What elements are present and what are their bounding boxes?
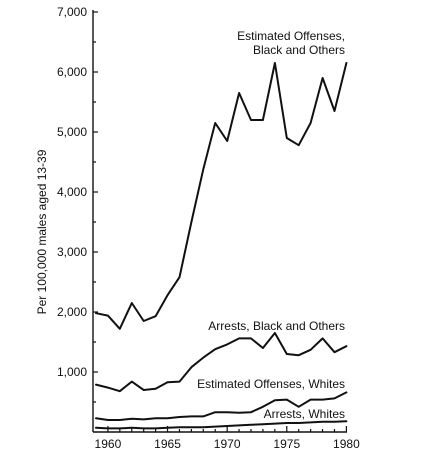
x-tick-label: 1975 (273, 437, 300, 451)
series-label-arrests-whites: Arrests, Whites (264, 407, 345, 421)
x-tick-label: 1980 (333, 437, 360, 451)
x-tick-label: 1965 (154, 437, 181, 451)
y-tick-label: 7,000 (57, 5, 87, 19)
series-label-est-offenses-whites: Estimated Offenses, Whites (197, 377, 345, 391)
series-labels: Estimated Offenses,Black and Others Arres… (197, 29, 345, 421)
y-tick-label: 3,000 (57, 245, 87, 259)
ticks: 1,000 2,000 3,000 4,000 5,000 6,000 7,000 1960 1… (57, 5, 360, 451)
series-line-est-offenses-black-others (95, 62, 348, 330)
y-tick-label: 5,000 (57, 125, 87, 139)
y-tick-label: 6,000 (57, 65, 87, 79)
x-tick-label: 1970 (214, 437, 241, 451)
y-tick-label: 4,000 (57, 185, 87, 199)
y-axis-label: Per 100,000 males aged 13-39 (35, 149, 49, 314)
axes (92, 10, 347, 433)
series-label-est-offenses-black-others: Estimated Offenses, (237, 29, 345, 43)
series-lines (95, 62, 348, 430)
y-tick-label: 2,000 (57, 305, 87, 319)
series-line-arrests-whites (95, 420, 348, 430)
series-line-est-offenses-whites (95, 391, 348, 421)
series-label-est-offenses-black-others: Black and Others (253, 43, 345, 57)
y-tick-label: 1,000 (57, 365, 87, 379)
series-label-arrests-black-others: Arrests, Black and Others (208, 319, 345, 333)
x-tick-label: 1960 (95, 437, 122, 451)
series-line-arrests-black-others (95, 332, 348, 393)
